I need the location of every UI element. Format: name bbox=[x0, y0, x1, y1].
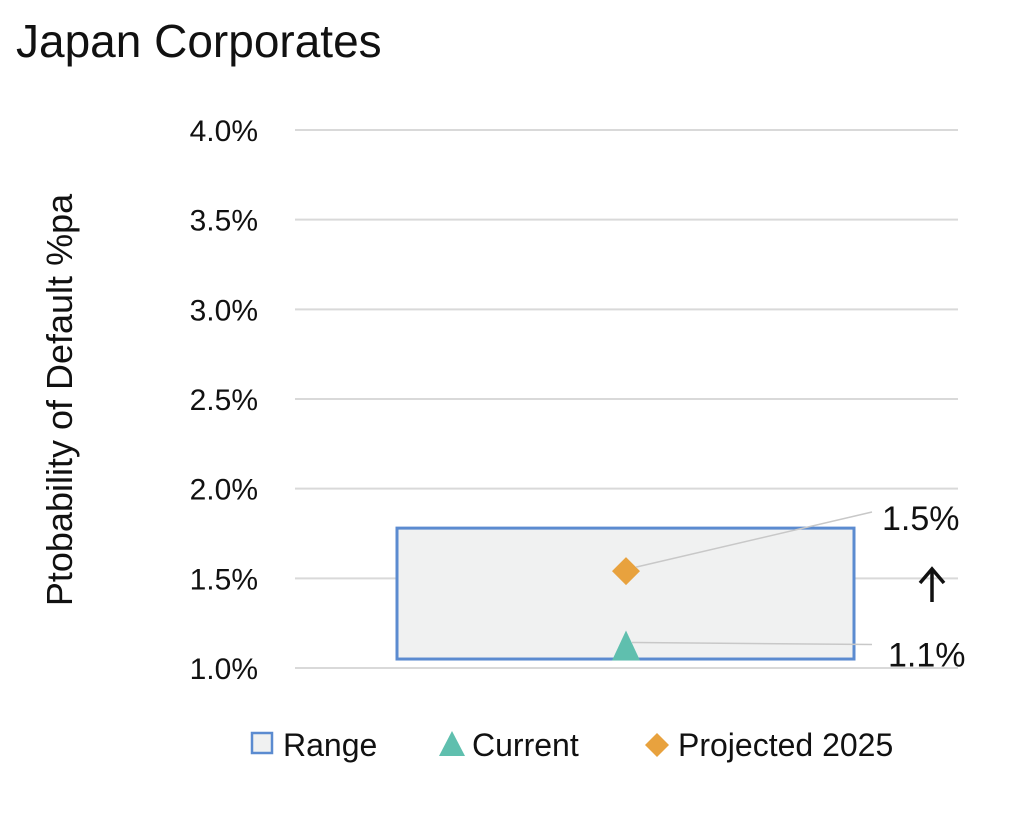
legend-projected-swatch bbox=[645, 733, 669, 757]
projected-marker bbox=[612, 557, 640, 586]
current-leader-line bbox=[631, 641, 873, 646]
y-tick-label: 1.5% bbox=[190, 563, 258, 596]
chart-title: Japan Corporates bbox=[16, 15, 382, 67]
legend-range-swatch bbox=[250, 731, 274, 755]
legend-current-swatch bbox=[439, 731, 465, 756]
current-value-label: 1.1% bbox=[888, 636, 966, 674]
legend: Range Current Projected 2025 bbox=[250, 727, 893, 763]
projected-value-label: 1.5% bbox=[882, 500, 960, 538]
y-tick-label: 4.0% bbox=[190, 115, 258, 148]
y-tick-label: 3.0% bbox=[190, 294, 258, 327]
data-markers bbox=[612, 557, 640, 661]
y-tick-label: 2.0% bbox=[190, 474, 258, 507]
y-tick-label: 2.5% bbox=[190, 384, 258, 417]
legend-current-label: Current bbox=[472, 727, 579, 763]
legend-projected-label: Projected 2025 bbox=[678, 727, 893, 763]
y-tick-label: 3.5% bbox=[190, 205, 258, 238]
current-marker bbox=[612, 630, 640, 661]
projected-leader-line bbox=[635, 511, 873, 568]
legend-range-label: Range bbox=[283, 727, 377, 763]
data-callouts: 1.1% 1.5% bbox=[631, 500, 966, 674]
y-tick-label: 1.0% bbox=[190, 653, 258, 686]
y-axis-label: Ptobability of Default %pa bbox=[39, 193, 80, 606]
up-arrow-icon bbox=[918, 566, 946, 602]
y-tick-labels: 4.0% 3.5% 3.0% 2.5% 2.0% 1.5% 1.0% bbox=[190, 115, 258, 686]
up-arrow-head bbox=[918, 566, 946, 585]
